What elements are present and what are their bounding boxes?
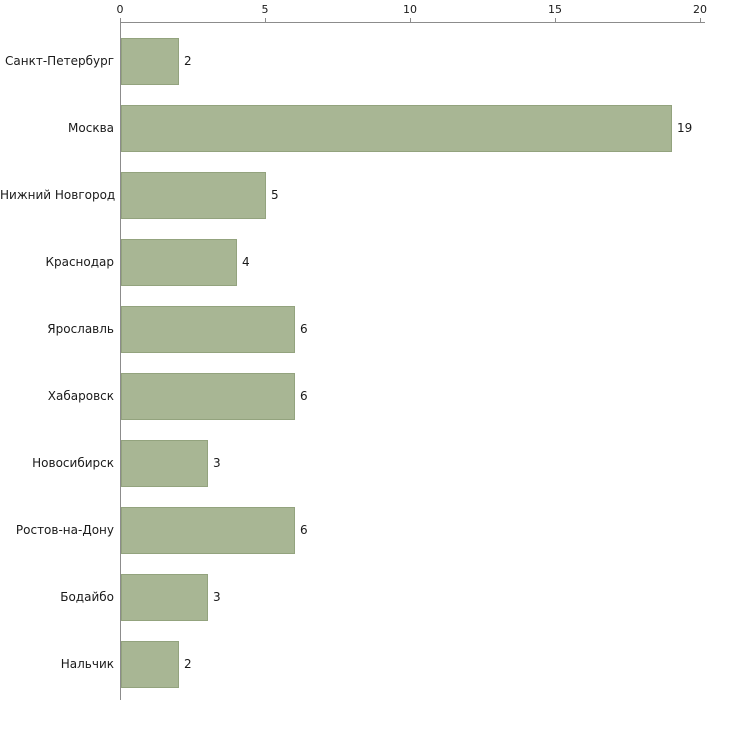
x-axis-tick-label: 10 xyxy=(403,3,417,16)
x-axis-tick-label: 0 xyxy=(116,3,124,16)
y-axis-line xyxy=(120,22,121,700)
x-axis-tick-label: 15 xyxy=(548,3,562,16)
value-label: 2 xyxy=(184,54,192,68)
category-label: Ярославль xyxy=(47,322,114,336)
category-label: Санкт-Петербург xyxy=(5,54,114,68)
category-label: Бодайбо xyxy=(60,590,114,604)
value-label: 4 xyxy=(242,255,250,269)
value-label: 2 xyxy=(184,657,192,671)
category-label: Москва xyxy=(68,121,114,135)
bar xyxy=(121,172,266,219)
value-label: 3 xyxy=(213,590,221,604)
category-label: Нижний Новгород xyxy=(0,188,116,202)
bar xyxy=(121,38,179,85)
bar xyxy=(121,239,237,286)
value-label: 19 xyxy=(677,121,693,135)
value-label: 5 xyxy=(271,188,279,202)
x-axis-tick xyxy=(120,18,121,22)
bar xyxy=(121,105,672,152)
x-axis-tick xyxy=(410,18,411,22)
category-label: Хабаровск xyxy=(47,389,114,403)
x-axis-tick-label: 20 xyxy=(693,3,707,16)
category-label: Ростов-на-Дону xyxy=(15,523,114,537)
value-label: 6 xyxy=(300,322,308,336)
value-label: 6 xyxy=(300,523,308,537)
bar xyxy=(121,306,295,353)
value-label: 6 xyxy=(300,389,308,403)
category-label: Краснодар xyxy=(45,255,114,269)
x-axis-tick xyxy=(265,18,266,22)
category-label: Нальчик xyxy=(60,657,114,671)
value-label: 3 xyxy=(213,456,221,470)
x-axis-tick xyxy=(555,18,556,22)
category-label: Новосибирск xyxy=(32,456,114,470)
x-axis-line xyxy=(120,22,705,23)
bar xyxy=(121,574,208,621)
bar xyxy=(121,641,179,688)
x-axis-tick-label: 5 xyxy=(261,3,269,16)
x-axis-tick xyxy=(700,18,701,22)
bar xyxy=(121,373,295,420)
bar xyxy=(121,507,295,554)
bar xyxy=(121,440,208,487)
